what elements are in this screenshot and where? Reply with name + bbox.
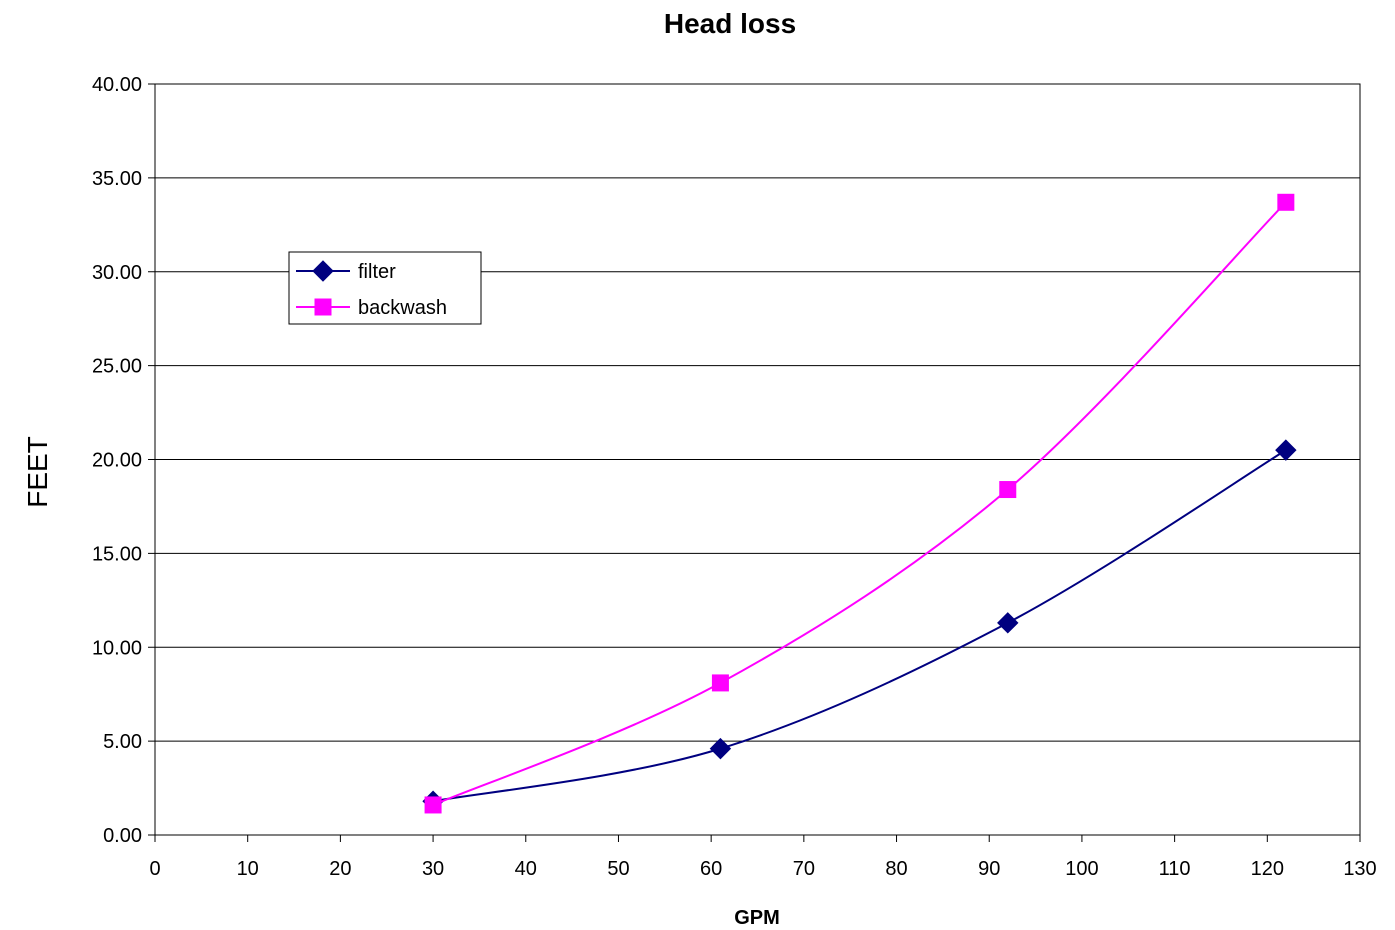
legend-marker-filter [312,260,334,282]
legend: filter backwash [288,251,482,325]
legend-label-filter: filter [358,261,396,283]
y-tick-label: 40.00 [92,74,142,96]
y-tick-label: 0.00 [103,825,142,847]
x-tick-label: 80 [885,858,907,880]
x-tick-label: 90 [978,858,1000,880]
y-tick-label: 20.00 [92,450,142,472]
legend-marker-backwash [314,298,332,316]
y-axis: 0.00 5.00 10.00 15.00 20.00 25.00 30.00 35.00 40… [92,74,155,847]
x-tick-label: 100 [1065,858,1098,880]
x-tick-label: 130 [1343,858,1376,880]
series-line-backwash [432,201,1287,806]
x-tick-label: 10 [237,858,259,880]
data-point-filter [997,612,1019,634]
x-tick-label: 60 [700,858,722,880]
data-point-backwash [999,481,1017,499]
series-line-filter [432,449,1287,803]
x-axis-title: GPM [734,907,780,929]
gridlines [155,83,1360,742]
x-tick-label: 0 [149,858,160,880]
data-point-backwash [711,674,729,692]
x-tick-label: 120 [1251,858,1284,880]
y-tick-label: 30.00 [92,262,142,284]
data-point-filter [1275,439,1297,461]
y-tick-label: 15.00 [92,543,142,565]
y-tick-label: 25.00 [92,356,142,378]
x-tick-label: 50 [607,858,629,880]
x-tick-label: 20 [329,858,351,880]
x-tick-label: 110 [1159,858,1191,880]
y-tick-label: 10.00 [92,637,142,659]
x-tick-label: 70 [793,858,815,880]
data-point-backwash [424,796,442,814]
data-point-backwash [1277,193,1295,211]
x-tick-label: 30 [422,858,444,880]
x-tick-label: 40 [515,858,537,880]
chart-title: Head loss [664,8,796,39]
y-tick-label: 5.00 [103,731,142,753]
y-tick-label: 35.00 [92,168,142,190]
x-axis: 0 10 20 30 40 50 60 70 80 90 100 110 120 130 [149,835,1377,880]
legend-label-backwash: backwash [358,297,447,319]
data-point-filter [709,737,732,760]
series-layer [422,193,1297,814]
y-axis-title: FEET [22,436,53,508]
